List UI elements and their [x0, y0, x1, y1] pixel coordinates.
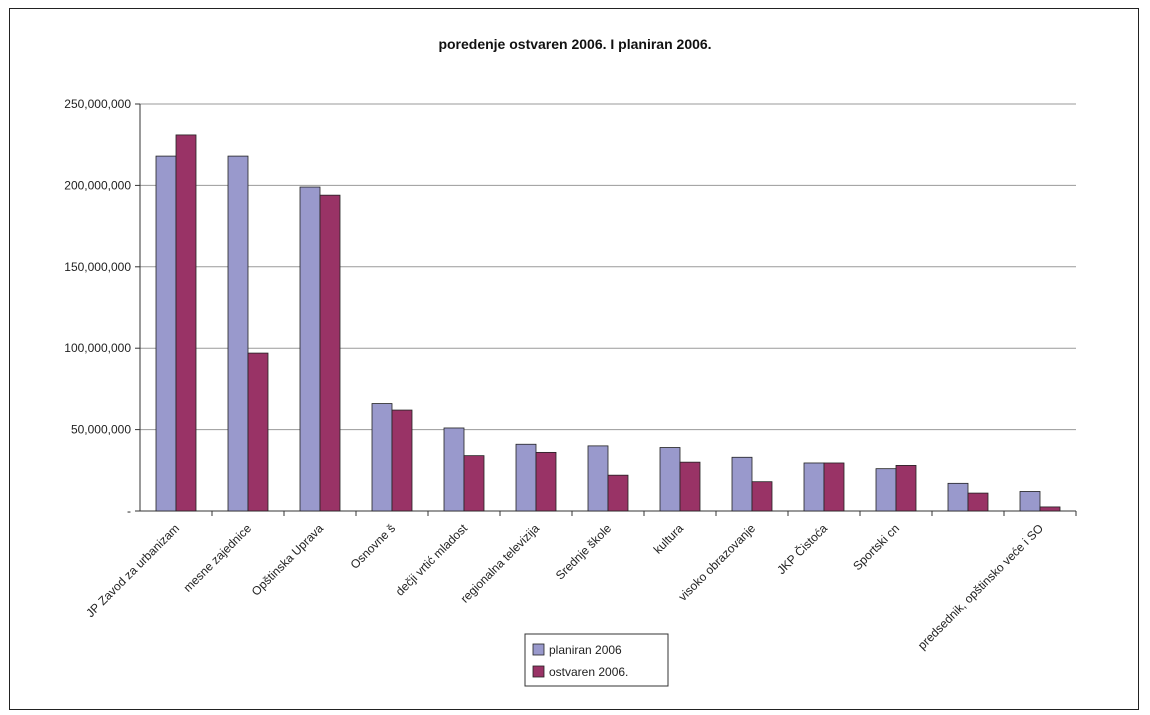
bar-planiran: [227, 155, 249, 512]
bar-ostvaren: [463, 455, 485, 512]
x-tick-label: kultura: [651, 521, 687, 557]
bar-planiran: [659, 447, 681, 512]
y-tick-label: 250,000,000: [64, 97, 131, 111]
x-tick-label: Sportski cn: [850, 521, 902, 573]
x-tick-label: regionalna televizija: [458, 521, 543, 606]
x-tick-label: Osnovne š: [348, 521, 398, 571]
bar-planiran: [803, 462, 825, 512]
x-tick-label: dečji vrtić mladost: [393, 521, 471, 599]
bar-ostvaren: [319, 194, 341, 512]
bar-ostvaren: [535, 451, 557, 512]
bar-ostvaren: [679, 461, 701, 512]
chart-title: poredenje ostvaren 2006. I planiran 2006…: [438, 36, 712, 52]
bar-planiran: [875, 468, 897, 512]
bar-planiran: [947, 482, 969, 512]
bar-planiran: [731, 456, 753, 512]
legend-box: [524, 633, 669, 687]
bar-ostvaren: [967, 492, 989, 512]
x-tick-label: predsednik, opštinsko veće i SO: [915, 521, 1046, 652]
x-tick-label: JKP Čistoća: [773, 520, 830, 577]
x-tick-label: Srednje škole: [553, 521, 615, 583]
x-tick-label: JP Zavod za urbanizam: [83, 521, 182, 620]
bar-ostvaren: [823, 462, 845, 512]
x-tick-label: visoko obrazovanje: [676, 521, 759, 604]
bar-ostvaren: [247, 352, 269, 512]
legend-label: planiran 2006: [549, 643, 622, 657]
bar-planiran: [1019, 491, 1041, 512]
bar-planiran: [155, 155, 177, 512]
bar-ostvaren: [751, 481, 773, 512]
bar-planiran: [443, 427, 465, 512]
y-tick-label: 100,000,000: [64, 341, 131, 355]
legend-swatch: [532, 665, 545, 678]
bar-planiran: [371, 403, 393, 512]
y-tick-label: -: [127, 504, 131, 518]
bar-ostvaren: [895, 465, 917, 512]
y-tick-label: 150,000,000: [64, 260, 131, 274]
bar-ostvaren: [391, 409, 413, 512]
y-tick-label: 50,000,000: [71, 423, 131, 437]
legend-label: ostvaren 2006.: [549, 665, 628, 679]
x-tick-label: Opštinska Uprava: [249, 521, 327, 599]
bar-planiran: [587, 445, 609, 512]
x-tick-label: mesne zajednice: [181, 521, 255, 595]
legend-swatch: [532, 643, 545, 656]
y-tick-label: 200,000,000: [64, 178, 131, 192]
bar-ostvaren: [1039, 506, 1061, 512]
bar-planiran: [515, 443, 537, 512]
chart-frame: [9, 8, 1139, 710]
bar-planiran: [299, 186, 321, 512]
bar-ostvaren: [175, 134, 197, 512]
bar-ostvaren: [607, 474, 629, 512]
